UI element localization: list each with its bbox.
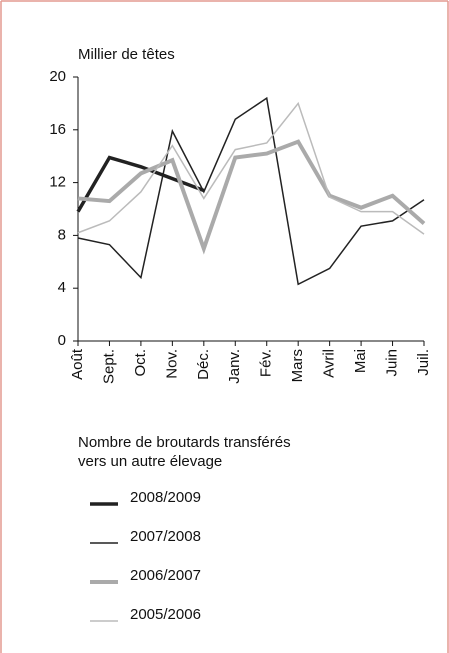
legend-label: 2006/2007 [130,567,201,584]
series-line [76,155,205,213]
x-tick-label: Mai [352,349,369,373]
y-axis-label: Millier de têtes [78,46,175,63]
x-tick-label: Oct. [132,349,149,377]
x-tick-label: Sept. [100,349,117,384]
y-tick-label: 8 [58,226,66,243]
x-tick-label: Nov. [163,349,180,379]
x-tick-label: Juil. [415,349,432,376]
series-line [77,101,425,235]
y-tick-label: 20 [49,68,66,85]
x-tick-label: Août [69,348,86,380]
series-line [77,96,425,286]
y-tick-label: 0 [58,332,66,349]
x-tick-label: Janv. [226,349,243,384]
legend-title: Nombre de broutards transférés [78,434,291,451]
y-tick-label: 4 [58,279,66,296]
legend-label: 2008/2009 [130,489,201,506]
series-line [77,139,426,255]
x-tick-label: Fév. [258,349,275,377]
x-tick-label: Juin [384,349,401,377]
legend-label: 2005/2006 [130,606,201,623]
x-tick-label: Mars [289,349,306,382]
x-tick-label: Déc. [195,349,212,380]
legend-label: 2007/2008 [130,528,201,545]
legend-title: vers un autre élevage [78,453,222,470]
x-tick-label: Avril [321,349,338,378]
y-tick-label: 16 [49,121,66,138]
y-tick-label: 12 [49,174,66,191]
